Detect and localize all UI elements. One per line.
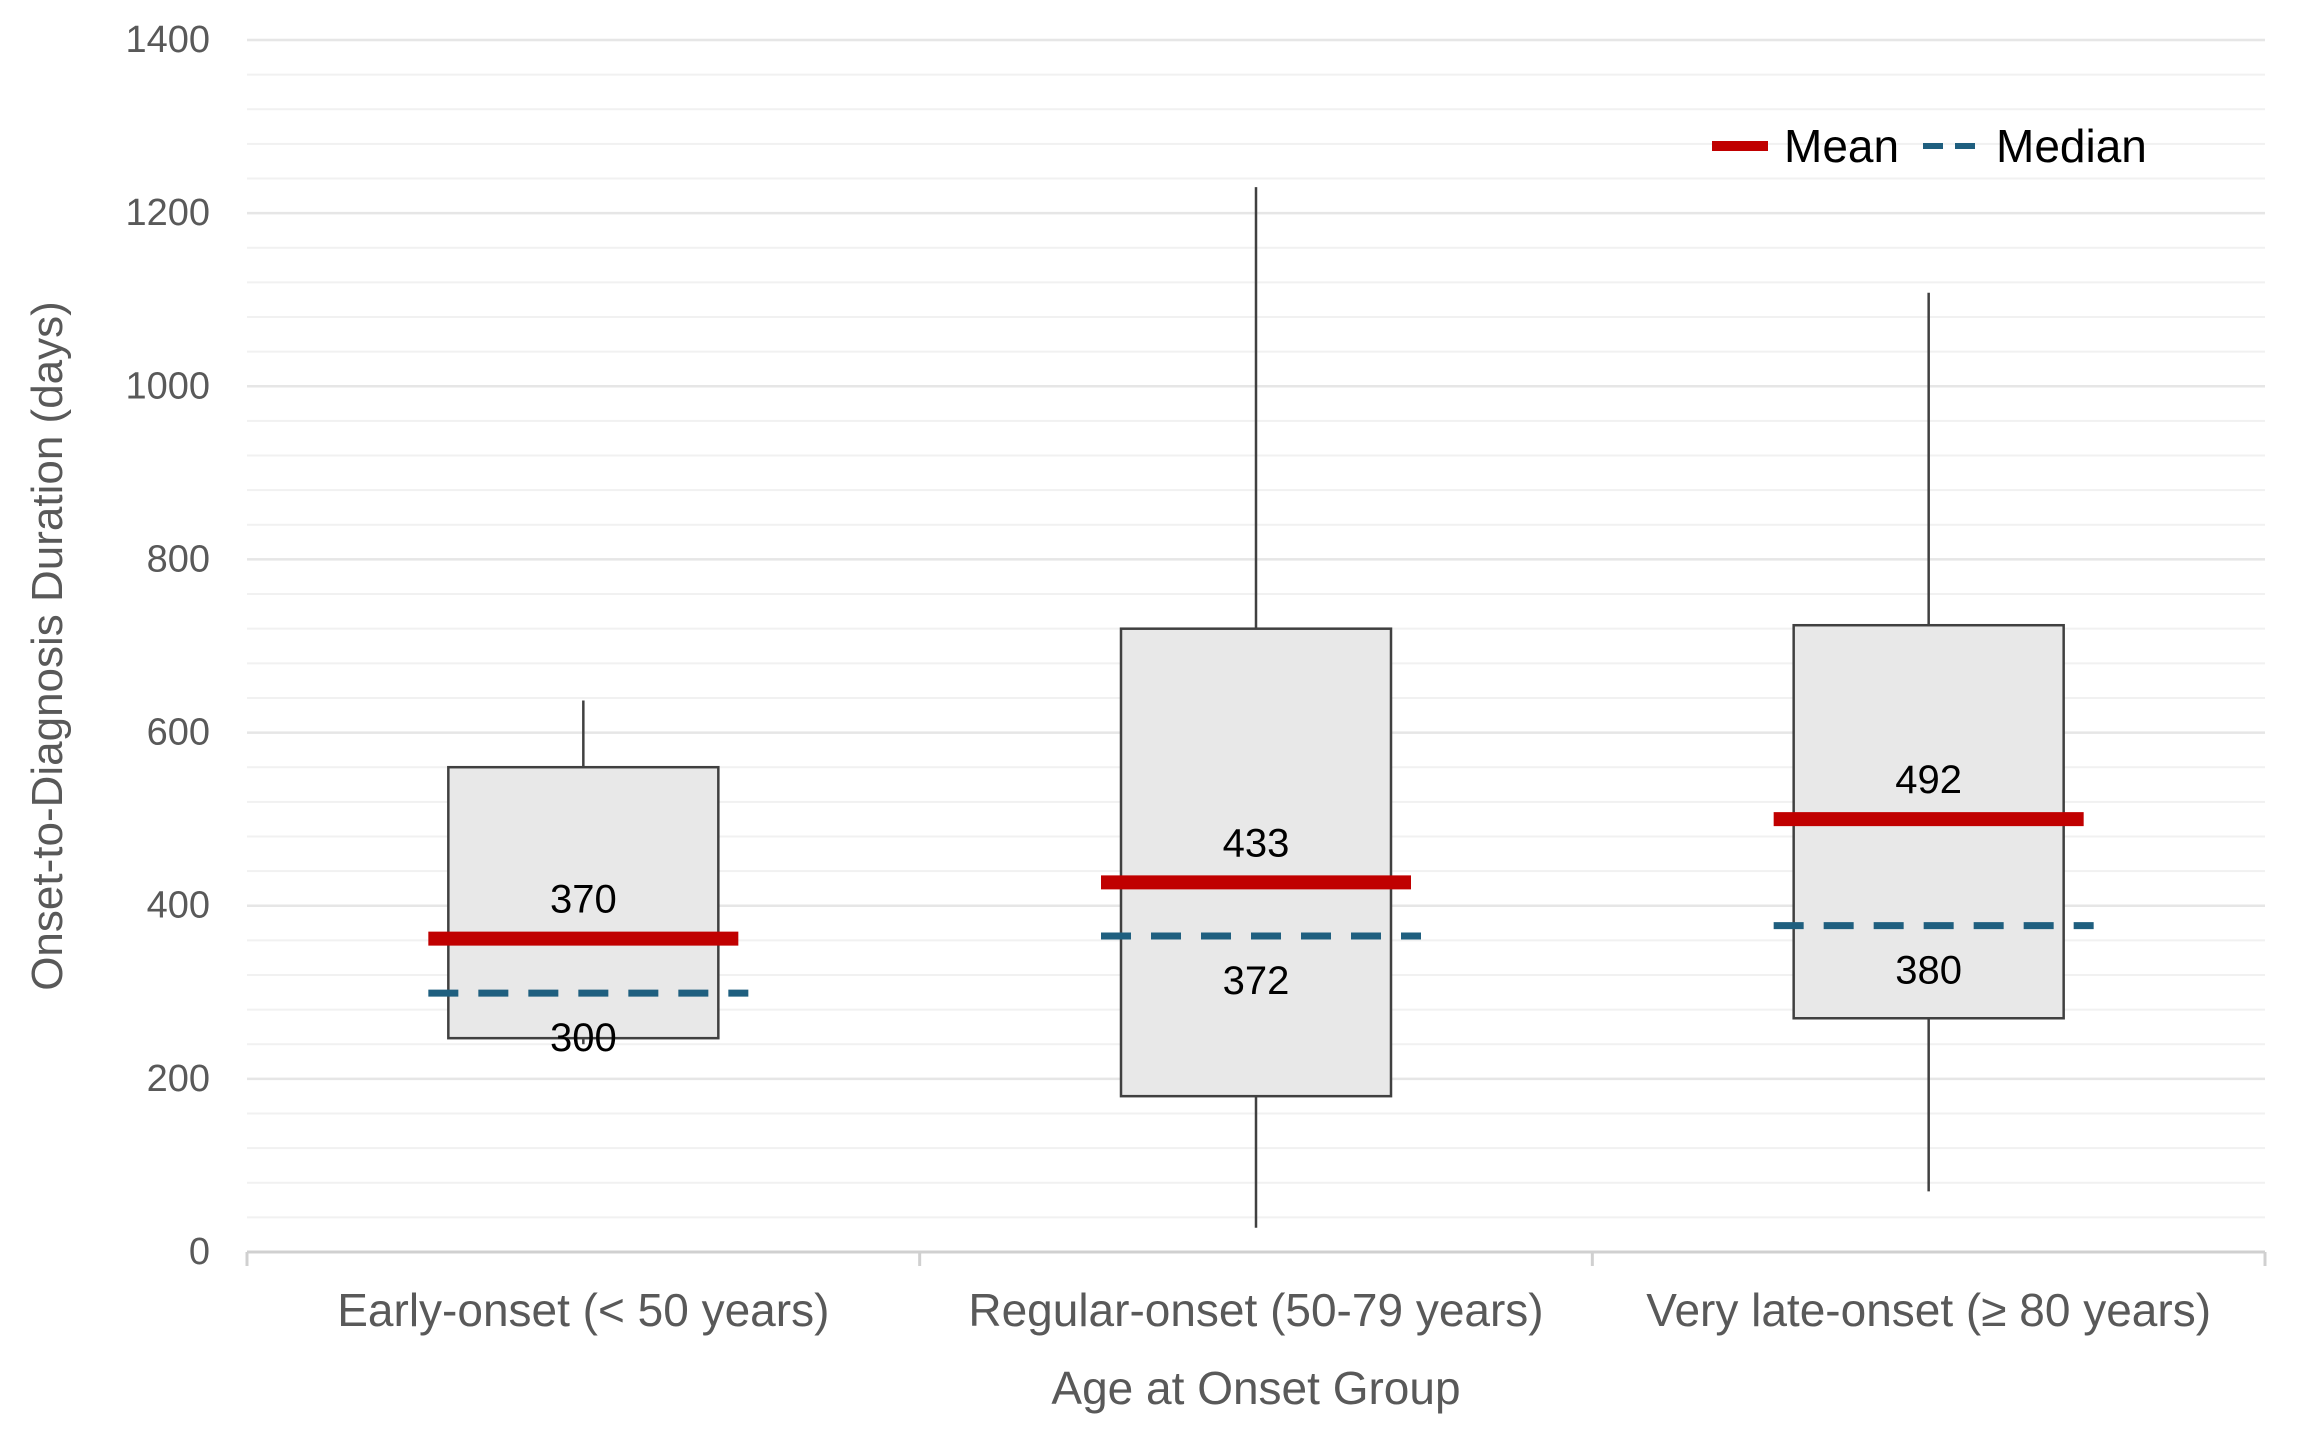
box-group: 492 380	[1773, 292, 2094, 1192]
y-tick-label: 0	[189, 1231, 210, 1273]
mean-value-label: 433	[1223, 821, 1290, 865]
y-tick-label: 200	[147, 1058, 210, 1100]
legend-mean-label: Mean	[1784, 120, 1899, 172]
box-layer: 370 300 433 372 492 380	[428, 187, 2094, 1228]
median-value-label: 300	[550, 1016, 617, 1060]
iqr-box	[1119, 627, 1393, 1098]
x-tick-label: Very late-onset (≥ 80 years)	[1646, 1284, 2211, 1336]
median-value-label: 372	[1223, 959, 1290, 1003]
median-value-label: 380	[1895, 949, 1962, 993]
y-tick-label: 800	[147, 538, 210, 580]
box-group: 370 300	[428, 700, 749, 1060]
axis-layer: 0 200 400 600 800 1000 1200 1400 Early-onset (< …	[125, 19, 2267, 1336]
mean-value-label: 492	[1895, 758, 1962, 802]
legend: Mean Median	[1712, 120, 2147, 172]
x-axis-title: Age at Onset Group	[1051, 1362, 1460, 1414]
x-tick-label: Early-onset (< 50 years)	[337, 1284, 829, 1336]
mean-value-label: 370	[550, 878, 617, 922]
y-tick-label: 1400	[125, 19, 210, 61]
y-axis-title: Onset-to-Diagnosis Duration (days)	[23, 301, 72, 991]
x-tick-label: Regular-onset (50-79 years)	[968, 1284, 1543, 1336]
box-group: 433 372	[1101, 187, 1421, 1228]
y-tick-label: 600	[147, 712, 210, 754]
y-tick-label: 1200	[125, 192, 210, 234]
legend-median-label: Median	[1996, 120, 2147, 172]
y-tick-label: 400	[147, 885, 210, 927]
y-tick-label: 1000	[125, 365, 210, 407]
